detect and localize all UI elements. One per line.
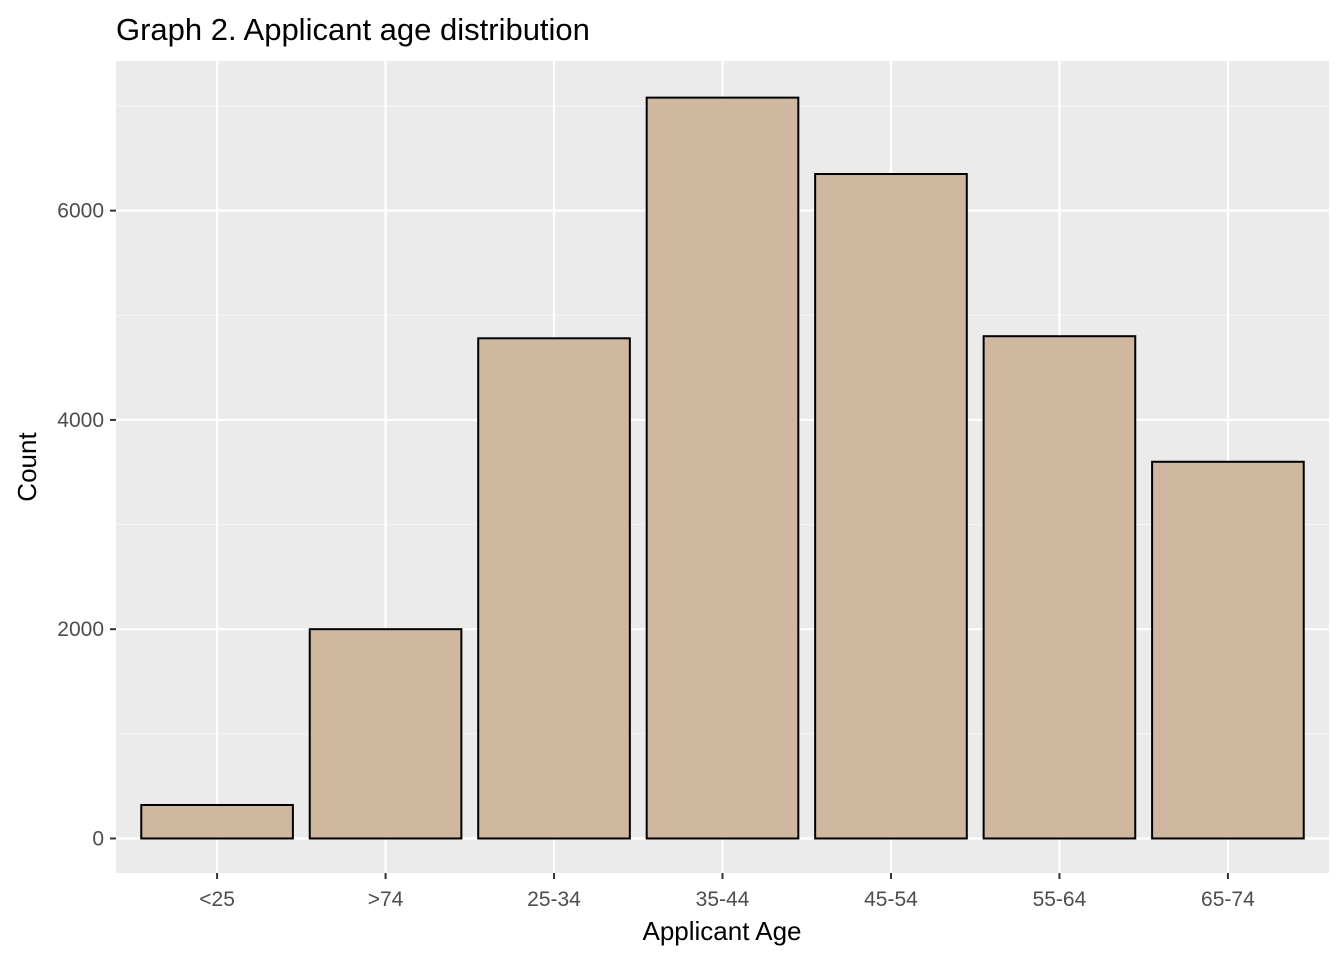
y-axis: 0 2000 4000 6000 <box>57 200 116 850</box>
x-tick-label: 45-54 <box>864 888 918 911</box>
y-tick-label: 0 <box>92 827 104 850</box>
bar-45-54 <box>814 173 968 840</box>
x-tick-label: 25-34 <box>527 888 581 911</box>
x-axis: <25 >74 25-34 35-44 45-54 55-64 65-74 <box>199 873 1255 911</box>
x-axis-title: Applicant Age <box>642 916 801 946</box>
bar-<25 <box>140 803 294 840</box>
x-tick-label: <25 <box>199 888 235 911</box>
x-tick-label: >74 <box>368 888 404 911</box>
x-tick-label: 35-44 <box>696 888 750 911</box>
bar-35-44 <box>645 96 800 840</box>
chart-title: Graph 2. Applicant age distribution <box>116 12 590 47</box>
y-tick-label: 6000 <box>57 200 104 223</box>
bar->74 <box>308 628 463 840</box>
x-tick-label: 65-74 <box>1201 888 1255 911</box>
y-tick-label: 2000 <box>57 618 104 641</box>
y-axis-title: Count <box>12 432 42 502</box>
bars <box>140 96 1305 840</box>
bar-25-34 <box>477 337 631 840</box>
bar-55-64 <box>982 335 1137 840</box>
y-tick-label: 4000 <box>57 409 104 432</box>
x-tick-label: 55-64 <box>1033 888 1087 911</box>
bar-65-74 <box>1151 460 1305 840</box>
